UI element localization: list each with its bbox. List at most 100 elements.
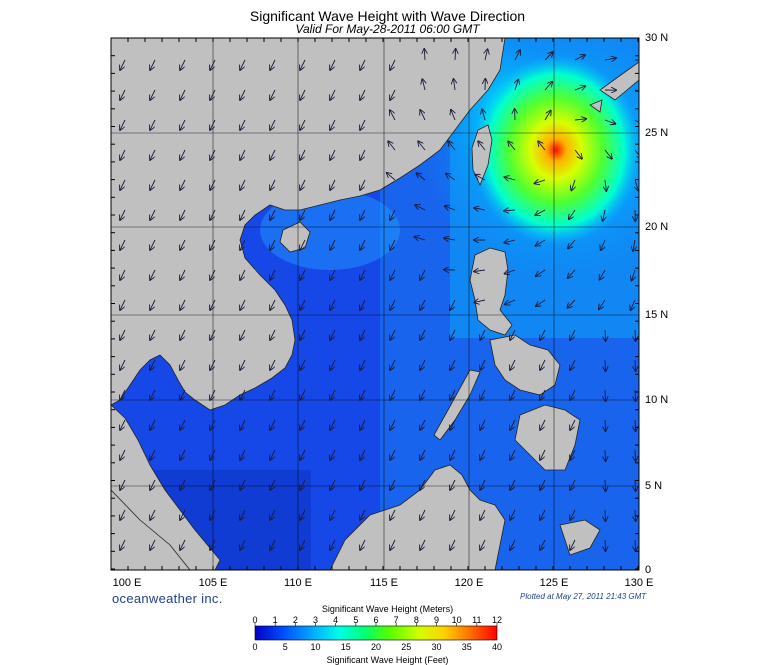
wave-direction-arrow <box>450 479 456 490</box>
wave-direction-arrow <box>180 209 186 220</box>
wave-direction-arrow <box>390 269 396 280</box>
wave-direction-arrow <box>330 509 336 520</box>
wave-direction-arrow <box>210 239 216 250</box>
colorbar-title-feet: Significant Wave Height (Feet) <box>326 655 449 665</box>
wave-direction-arrow <box>270 509 276 520</box>
wave-direction-arrow <box>270 359 276 370</box>
wave-direction-arrow <box>210 149 216 160</box>
wave-direction-arrow <box>120 299 126 310</box>
colorbar-meter-tick: 1 <box>272 615 278 625</box>
wave-direction-arrow <box>450 509 456 520</box>
wave-direction-arrow <box>210 119 216 130</box>
wave-direction-arrow <box>270 239 276 250</box>
lat-label: 20 N <box>645 221 669 233</box>
wave-direction-arrow <box>390 239 396 250</box>
colorbar-meter-tick: 5 <box>353 615 359 625</box>
lat-label: 0 <box>645 564 652 576</box>
wave-direction-arrow <box>570 389 576 400</box>
wave-direction-arrow <box>540 359 546 370</box>
wave-direction-arrow <box>210 89 216 100</box>
wave-direction-arrow <box>360 509 366 520</box>
wave-direction-arrow <box>535 180 546 183</box>
lon-label: 120 E <box>454 577 484 589</box>
wave-direction-arrow <box>604 120 615 124</box>
wave-direction-arrow <box>605 449 606 461</box>
wave-direction-arrow <box>416 173 426 181</box>
wave-direction-arrow <box>420 299 426 310</box>
colorbar-meter-tick: 3 <box>312 615 318 625</box>
wave-direction-arrow <box>240 149 246 160</box>
wave-direction-arrow <box>540 389 546 400</box>
wave-direction-arrow <box>478 141 486 151</box>
wave-direction-arrow <box>180 299 186 310</box>
colorbar-title-meters: Significant Wave Height (Meters) <box>321 604 454 614</box>
lat-label: 5 N <box>645 480 663 492</box>
wave-direction-arrow <box>474 300 486 302</box>
wave-direction-arrow <box>120 119 126 130</box>
wave-direction-arrow <box>150 239 156 250</box>
wave-direction-arrow <box>390 59 396 70</box>
wave-direction-arrow <box>634 59 639 61</box>
wave-direction-arrow <box>180 479 186 490</box>
wave-direction-arrow <box>240 479 246 490</box>
wave-direction-arrow <box>450 299 456 310</box>
wave-direction-arrow <box>571 179 575 190</box>
wave-direction-arrow <box>390 539 396 550</box>
wave-direction-arrow <box>180 509 186 520</box>
lat-label: 30 N <box>645 32 669 44</box>
wave-direction-arrow <box>270 389 276 400</box>
lon-label: 115 E <box>370 577 398 589</box>
wave-direction-arrow <box>444 238 456 240</box>
wave-direction-arrow <box>480 329 486 340</box>
wave-direction-arrow <box>330 239 336 250</box>
wave-direction-arrow <box>240 389 246 400</box>
wave-direction-arrow <box>605 359 606 371</box>
wave-direction-arrow <box>540 509 546 520</box>
wave-direction-arrow <box>240 269 246 280</box>
wave-direction-arrow <box>450 389 456 400</box>
wave-direction-arrow <box>240 179 246 190</box>
wave-direction-arrow <box>446 174 456 181</box>
wave-direction-arrow <box>604 149 612 159</box>
wave-direction-arrow <box>300 209 306 220</box>
wave-direction-arrow <box>180 329 186 340</box>
wave-direction-arrow <box>480 509 486 520</box>
wave-direction-arrow <box>240 59 246 70</box>
wave-direction-arrow <box>635 449 636 461</box>
wave-direction-arrow <box>482 109 485 121</box>
wave-direction-arrow <box>504 240 516 243</box>
wave-direction-arrow <box>569 209 576 219</box>
wave-direction-arrow <box>510 419 516 430</box>
wave-direction-arrow <box>480 479 486 490</box>
wave-direction-arrow <box>603 209 605 221</box>
wave-direction-arrow <box>475 175 486 181</box>
wave-direction-arrow <box>300 509 306 520</box>
wave-direction-arrow <box>300 479 306 490</box>
wave-direction-arrow <box>180 239 186 250</box>
wave-direction-arrow <box>474 270 486 271</box>
wave-direction-arrow <box>604 58 616 60</box>
wave-direction-arrow <box>330 479 336 490</box>
wave-direction-arrow <box>150 419 156 430</box>
wave-direction-arrow <box>420 329 426 340</box>
wave-direction-arrow <box>240 239 246 250</box>
colorbar-feet-tick: 20 <box>370 642 381 652</box>
wave-direction-arrow <box>240 359 246 370</box>
wave-direction-arrow <box>510 389 516 400</box>
wave-direction-arrow <box>240 119 246 130</box>
colorbar-meter-tick: 10 <box>451 615 462 625</box>
wave-direction-arrow <box>570 329 576 340</box>
wave-direction-arrow <box>510 329 516 340</box>
wave-direction-arrow <box>480 389 486 400</box>
wave-direction-arrow <box>540 419 546 430</box>
wave-direction-arrow <box>270 59 276 70</box>
wave-direction-arrow <box>210 269 216 280</box>
wave-direction-arrow <box>574 86 585 90</box>
wave-direction-arrow <box>150 179 156 190</box>
wave-direction-arrow <box>510 479 516 490</box>
colorbar <box>254 625 498 641</box>
wave-direction-arrow <box>300 179 306 190</box>
wave-direction-arrow <box>570 479 576 490</box>
wave-direction-arrow <box>210 299 216 310</box>
colorbar-meter-tick: 8 <box>413 615 419 625</box>
